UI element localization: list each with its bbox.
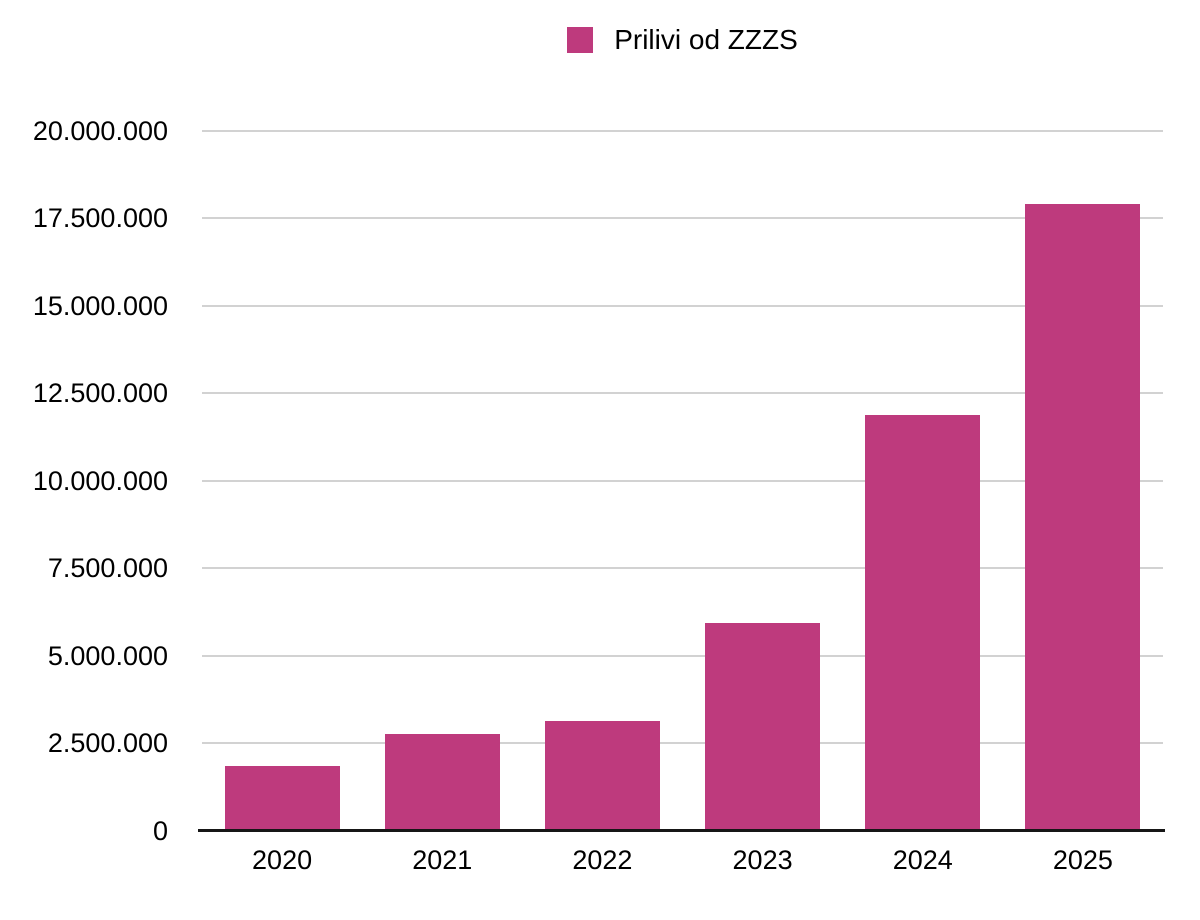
y-tick-label: 5.000.000 [47, 640, 168, 671]
gridline [202, 567, 1163, 569]
bar [865, 415, 981, 831]
x-tick-label: 2022 [572, 844, 633, 875]
y-tick-label: 0 [152, 815, 168, 846]
y-tick-label: 17.500.000 [32, 203, 168, 233]
y-tick-label: 12.500.000 [32, 378, 168, 408]
legend-swatch-icon [567, 27, 594, 53]
gridline [202, 217, 1163, 219]
gridline [202, 742, 1163, 744]
x-tick-label: 2023 [732, 844, 793, 875]
gridline [202, 479, 1163, 482]
gridline [202, 654, 1163, 657]
y-tick-label: 2.500.000 [47, 728, 168, 758]
gridline [202, 304, 1163, 307]
y-tick-label: 15.000.000 [32, 290, 168, 321]
x-axis-line [198, 829, 1165, 832]
bar [705, 623, 821, 831]
x-tick-label: 2020 [252, 844, 313, 875]
gridline [202, 392, 1163, 394]
x-tick-label: 2025 [1052, 844, 1113, 875]
bar [224, 766, 340, 831]
bar [384, 733, 500, 831]
bar [544, 720, 660, 831]
bar [1025, 204, 1141, 831]
y-tick-label: 7.500.000 [47, 553, 168, 583]
x-tick-label: 2021 [412, 844, 473, 875]
legend-label: Prilivi od ZZZS [614, 24, 798, 55]
x-tick-label: 2024 [892, 844, 953, 875]
gridline [202, 129, 1163, 132]
y-tick-label: 20.000.000 [32, 115, 168, 146]
y-tick-label: 10.000.000 [32, 465, 168, 496]
chart-legend: Prilivi od ZZZS [202, 24, 1163, 56]
